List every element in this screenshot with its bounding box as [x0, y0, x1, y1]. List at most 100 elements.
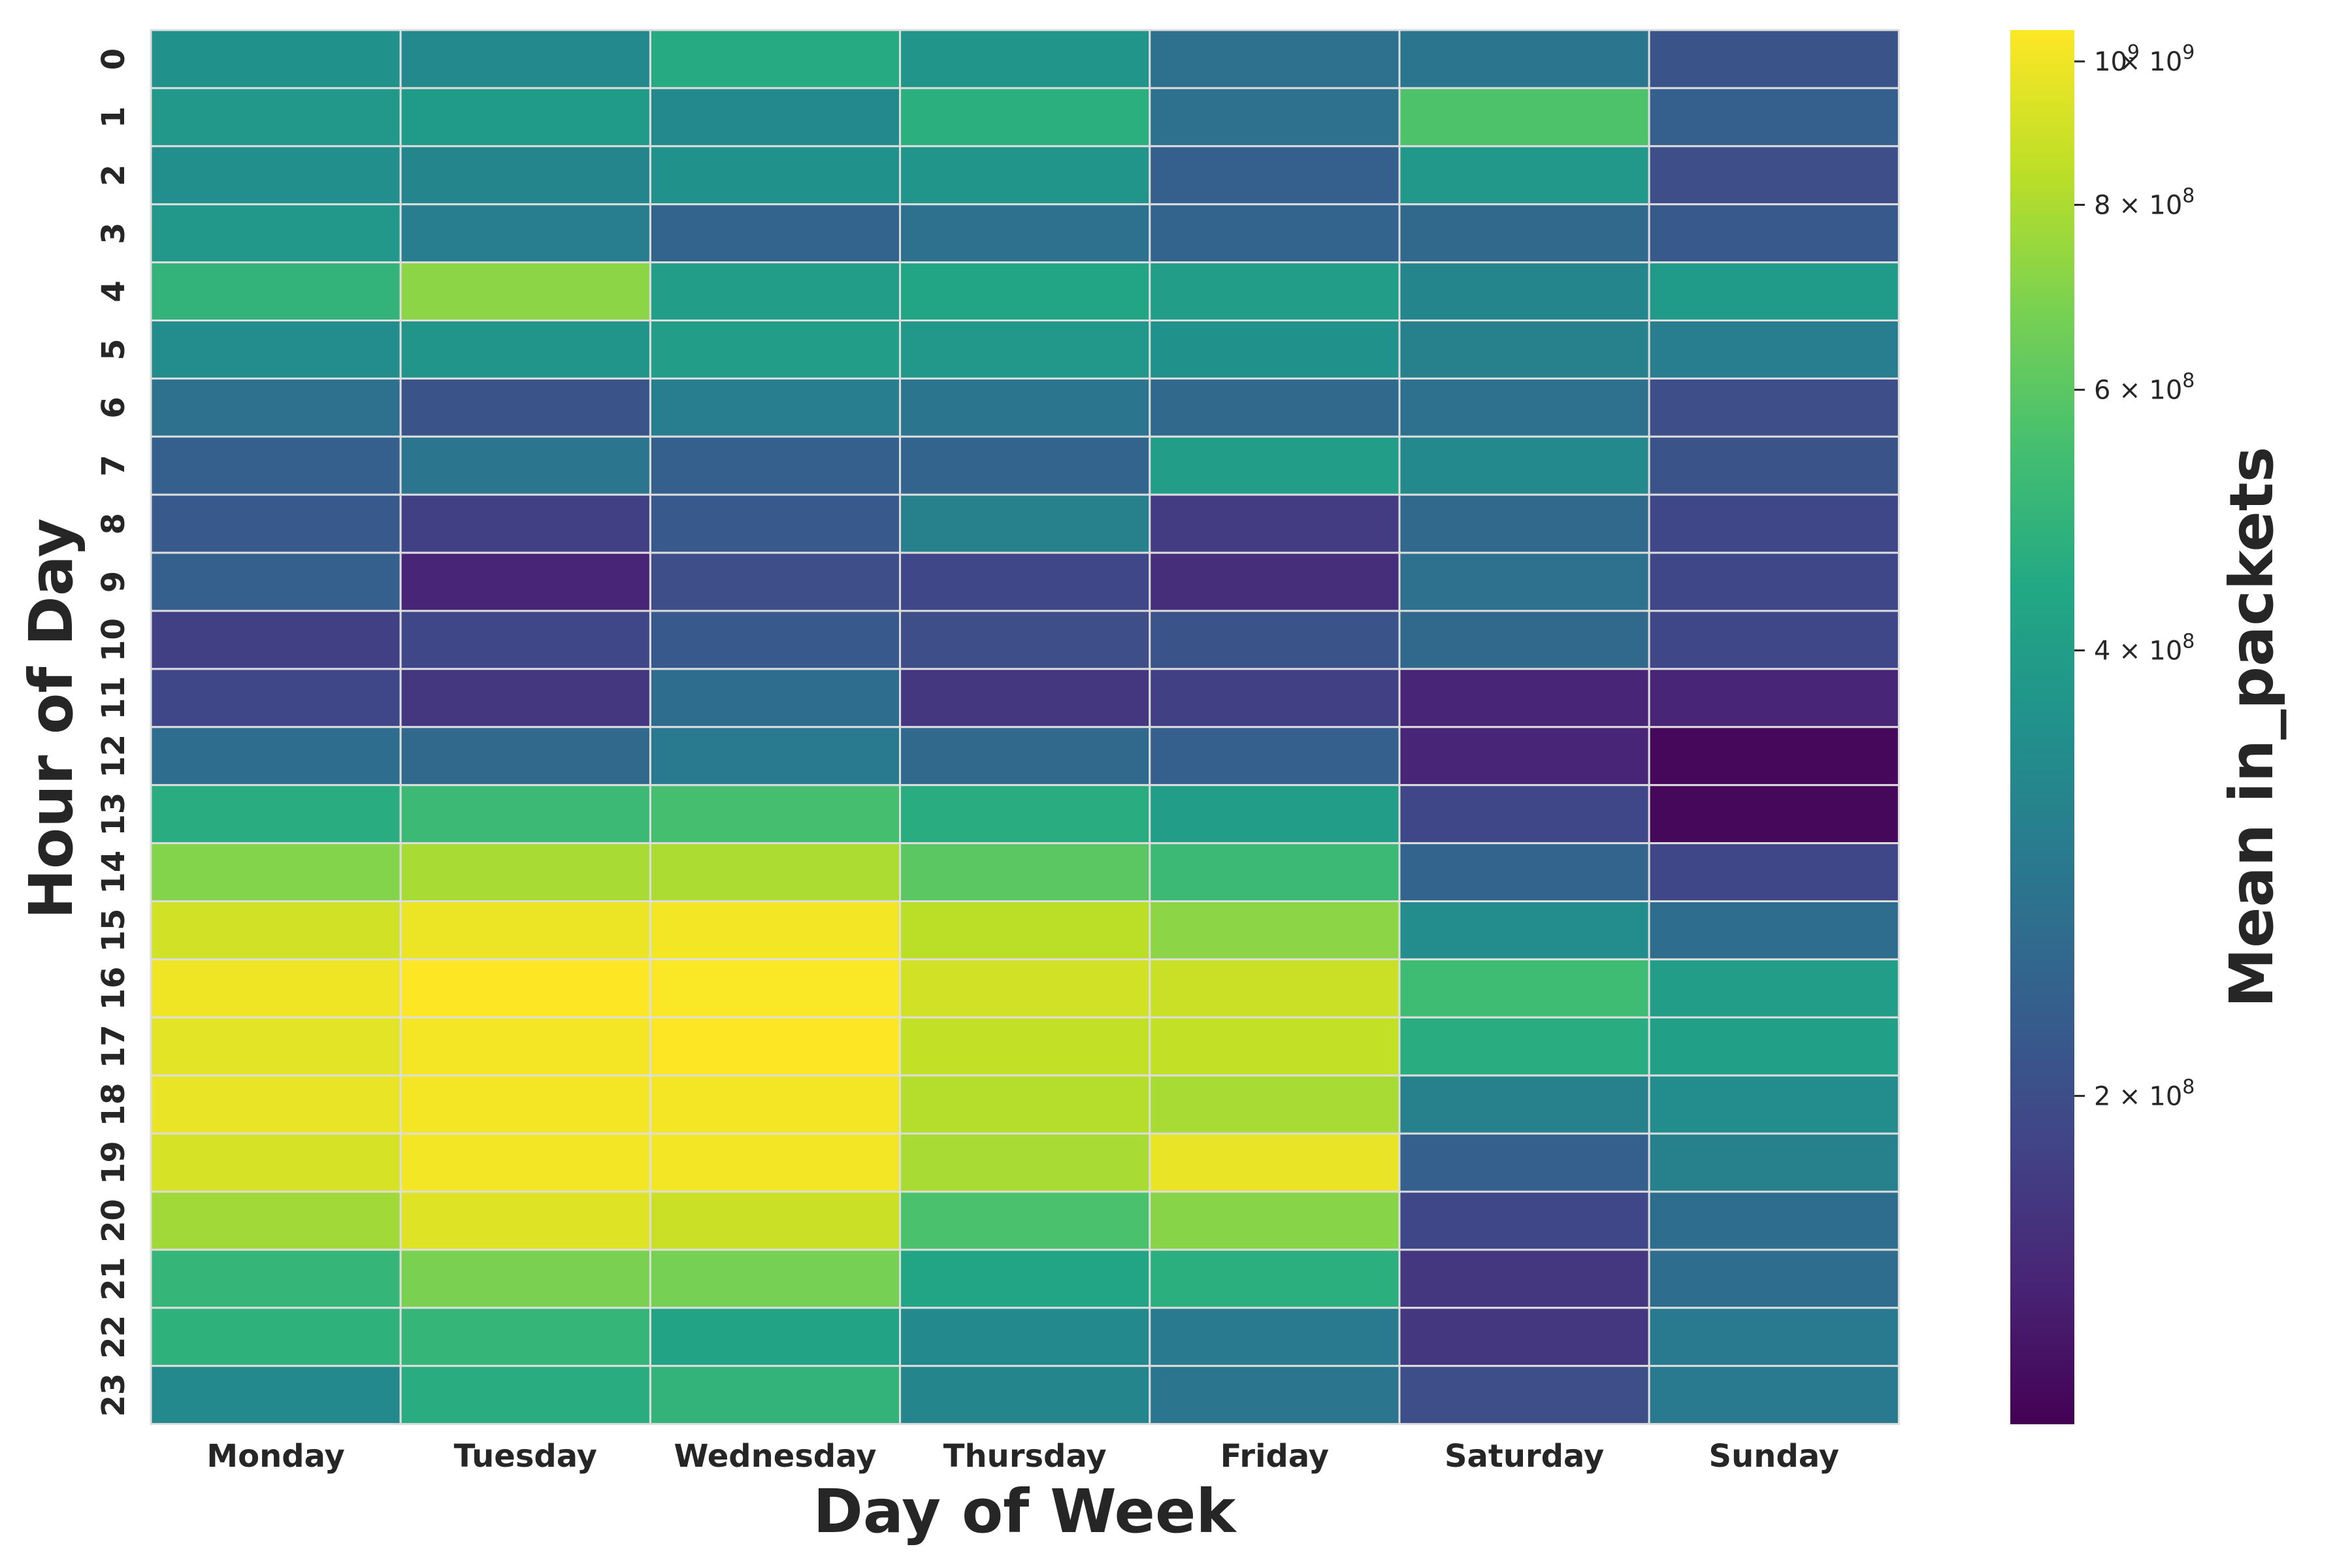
heatmap-cell — [1149, 1307, 1401, 1367]
heatmap-cell — [649, 203, 902, 264]
heatmap-cell — [899, 958, 1151, 1019]
heatmap-cell — [1149, 435, 1401, 496]
heatmap-cell — [150, 377, 402, 438]
heatmap-cell — [1149, 842, 1401, 902]
heatmap-cell — [899, 1365, 1151, 1426]
heatmap-cell — [399, 1016, 651, 1077]
heatmap-cell — [1398, 493, 1650, 554]
heatmap-cell — [649, 842, 902, 902]
heatmap-cell — [1398, 610, 1650, 670]
heatmap-cell — [150, 842, 402, 902]
colorbar-tick-label: 4 × 108 — [2094, 630, 2195, 666]
heatmap-cell — [649, 377, 902, 438]
heatmap-cell — [150, 610, 402, 670]
heatmap-cell — [399, 726, 651, 787]
x-axis-tick-labels: Monday Tuesday Wednesday Thursday Friday Satu… — [206, 1438, 1839, 1475]
heatmap-cell — [399, 668, 651, 728]
heatmap-cell — [399, 958, 651, 1019]
heatmap-cell — [1648, 319, 1900, 380]
heatmap-cell — [899, 87, 1151, 148]
heatmap-cell — [649, 319, 902, 380]
heatmap-cell — [399, 319, 651, 380]
heatmap-cell — [649, 435, 902, 496]
heatmap-cell — [1648, 29, 1900, 90]
heatmap-cell — [399, 493, 651, 554]
heatmap-cell — [150, 1016, 402, 1077]
heatmap-cell — [649, 29, 902, 90]
heatmap-cell — [399, 261, 651, 322]
colorbar — [2010, 30, 2074, 1424]
heatmap-cell — [399, 377, 651, 438]
heatmap-cell — [1648, 435, 1900, 496]
heatmap-cell — [1398, 1249, 1650, 1309]
y-tick-label: 7 — [95, 455, 132, 476]
y-tick-label: 14 — [95, 851, 132, 894]
heatmap-cell — [1648, 377, 1900, 438]
y-tick-label: 15 — [95, 909, 132, 953]
y-tick-label: 21 — [95, 1257, 132, 1301]
x-tick-label: Friday — [1220, 1438, 1329, 1475]
x-tick-label: Wednesday — [674, 1438, 876, 1475]
heatmap-cell — [649, 1190, 902, 1251]
heatmap-cell — [899, 668, 1151, 728]
y-tick-label: 20 — [95, 1199, 132, 1243]
y-tick-label: 13 — [95, 792, 132, 836]
heatmap-cells — [150, 29, 1900, 1426]
heatmap-cell — [899, 1307, 1151, 1367]
heatmap-cell — [1398, 29, 1650, 90]
x-tick-label: Saturday — [1445, 1438, 1604, 1475]
heatmap-cell — [1398, 203, 1650, 264]
heatmap-cell — [1648, 1307, 1900, 1367]
heatmap-cell — [649, 900, 902, 960]
heatmap-cell — [150, 87, 402, 148]
heatmap-cell — [1149, 610, 1401, 670]
colorbar-tick-label: 2 × 108 — [2094, 1075, 2195, 1111]
heatmap-cell — [1149, 668, 1401, 728]
colorbar-title: Mean in_packets — [2217, 447, 2287, 1008]
heatmap-cell — [150, 784, 402, 845]
heatmap-cell — [1398, 1132, 1650, 1193]
heatmap-cell — [1648, 610, 1900, 670]
y-tick-label: 3 — [95, 222, 132, 244]
heatmap-cell — [1398, 1307, 1650, 1367]
heatmap-cell — [150, 261, 402, 322]
heatmap-cell — [150, 668, 402, 728]
heatmap-cell — [399, 551, 651, 612]
heatmap-cell — [399, 145, 651, 206]
heatmap-cell — [1648, 1365, 1900, 1426]
heatmap-cell — [150, 1132, 402, 1193]
heatmap-cell — [1398, 958, 1650, 1019]
heatmap-cell — [150, 1190, 402, 1251]
heatmap-cell — [649, 1074, 902, 1135]
heatmap-cell — [899, 435, 1151, 496]
heatmap-cell — [899, 1016, 1151, 1077]
heatmap-cell — [1149, 1074, 1401, 1135]
heatmap-cell — [1648, 726, 1900, 787]
heatmap-cell — [649, 610, 902, 670]
heatmap-cell — [1398, 842, 1650, 902]
heatmap-cell — [1398, 1365, 1650, 1426]
heatmap-cell — [1149, 1132, 1401, 1193]
y-tick-label: 16 — [95, 967, 132, 1011]
heatmap-cell — [150, 1365, 402, 1426]
heatmap-cell — [1648, 551, 1900, 612]
heatmap-cell — [1398, 1074, 1650, 1135]
y-tick-label: 12 — [95, 734, 132, 778]
heatmap-cell — [150, 319, 402, 380]
heatmap-cell — [899, 377, 1151, 438]
heatmap-cell — [399, 1074, 651, 1135]
x-tick-label: Tuesday — [454, 1438, 597, 1475]
heatmap-cell — [1149, 726, 1401, 787]
heatmap-cell — [649, 1365, 902, 1426]
heatmap-cell — [1149, 1249, 1401, 1309]
heatmap-cell — [150, 1249, 402, 1309]
heatmap-cell — [899, 1074, 1151, 1135]
heatmap-cell — [1149, 551, 1401, 612]
heatmap-cell — [1648, 203, 1900, 264]
heatmap-cell — [150, 435, 402, 496]
heatmap-cell — [899, 203, 1151, 264]
heatmap-cell — [649, 1016, 902, 1077]
heatmap-cell — [1149, 958, 1401, 1019]
